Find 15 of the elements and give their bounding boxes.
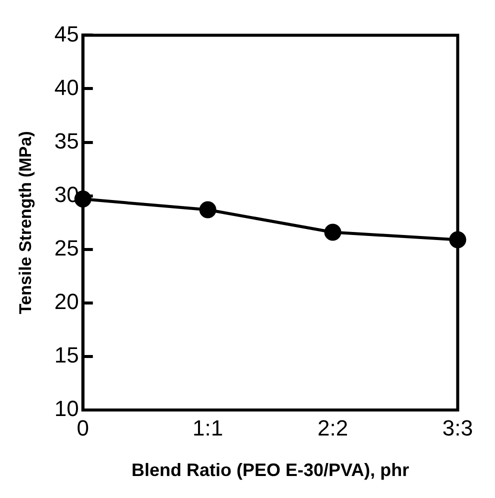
y-tick-label: 35 — [54, 128, 79, 154]
y-axis-title: Tensile Strength (MPa) — [16, 131, 35, 314]
x-tick-label: 0 — [76, 415, 89, 440]
y-tick-label: 40 — [54, 74, 79, 100]
y-tick-label: 20 — [54, 288, 79, 314]
y-tick-label: 15 — [54, 342, 79, 368]
y-tick-label: 45 — [54, 21, 79, 46]
y-tick-label: 10 — [54, 396, 79, 422]
point — [324, 224, 342, 241]
y-tick-label: 25 — [54, 235, 79, 260]
point — [199, 201, 216, 218]
x-tick-label: 2:2 — [317, 415, 348, 440]
x-axis-title: Blend Ratio (PEO E-30/PVA), phr — [131, 460, 410, 480]
x-tick-label: 1:1 — [192, 415, 224, 440]
x-tick-label: 3:3 — [442, 415, 474, 440]
